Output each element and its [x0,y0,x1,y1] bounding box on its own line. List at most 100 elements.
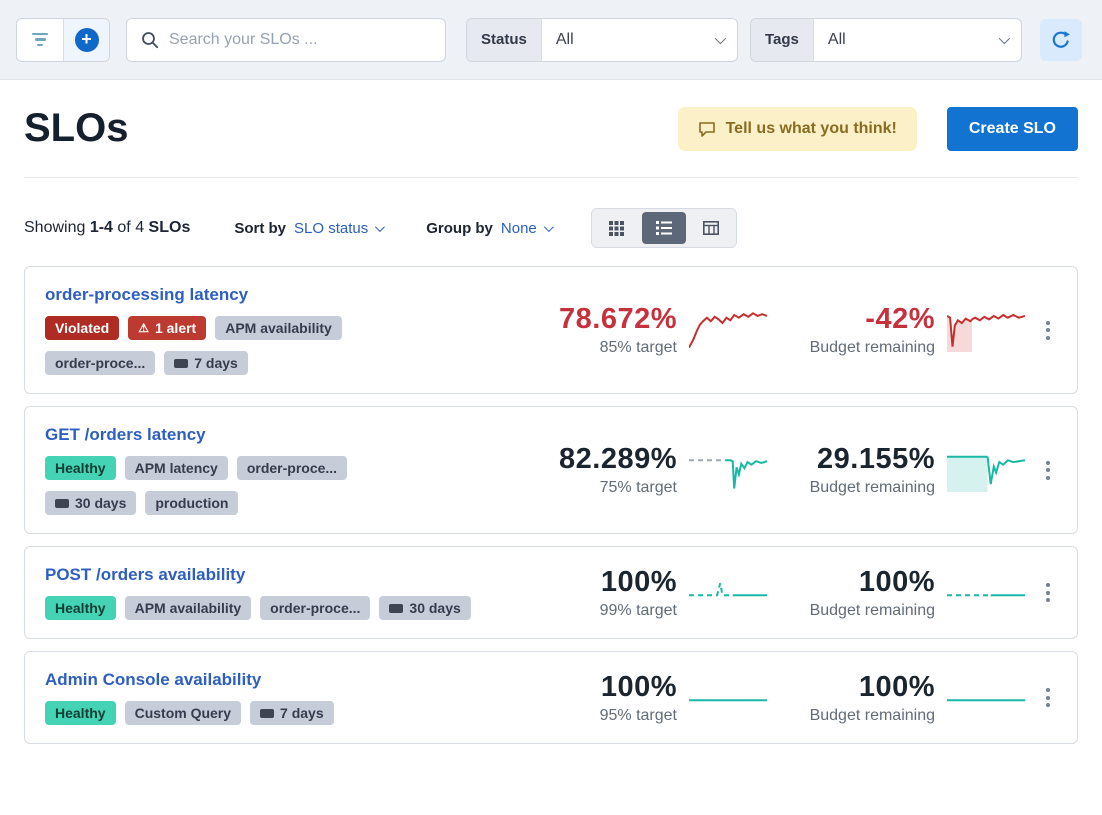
main-content: SLOs Tell us what you think! Create SLO … [0,106,1102,760]
group-by-control: Group by None [426,219,554,237]
time-window-pill[interactable]: 30 days [379,596,471,620]
sort-by-select[interactable]: SLO status [294,220,386,237]
chevron-down-icon [375,221,386,232]
tag-pill[interactable]: Custom Query [124,701,242,725]
grid-view-button[interactable] [595,212,639,244]
budget-metric-text: 29.155% Budget remaining [787,443,935,497]
showing-count: Showing 1-4 of 4 SLOs [24,219,191,236]
tag-row: Healthy APM availability order-proce... … [45,596,509,620]
status-target: 99% target [599,601,677,619]
tag-pill[interactable]: order-proce... [236,456,348,480]
refresh-button[interactable] [1040,18,1082,61]
status-target: 95% target [599,706,677,724]
status-pill-healthy[interactable]: Healthy [45,701,116,725]
status-metric-text: 82.289% 75% target [529,443,677,497]
budget-label: Budget remaining [809,339,935,356]
group-by-label: Group by [426,219,493,237]
warning-icon: ⚠ [138,321,149,335]
tag-pill[interactable]: order-proce... [45,351,156,375]
status-metric-text: 78.672% 85% target [529,303,677,357]
budget-value: 100% [858,670,935,703]
tags-filter-select[interactable]: All [814,19,1021,61]
status-pill-healthy[interactable]: Healthy [45,596,116,620]
budget-label: Budget remaining [809,601,935,619]
slo-card-get-orders-latency: GET /orders latency Healthy APM latency … [24,406,1078,534]
filter-button[interactable] [17,18,63,61]
filter-actions-group: + [16,17,110,62]
tag-row: Healthy Custom Query 7 days [45,701,509,725]
budget-sparkline [947,308,1025,352]
add-filter-button[interactable]: + [63,18,109,61]
budget-metric-text: 100% Budget remaining [787,671,935,725]
budget-sparkline [947,448,1025,492]
budget-value: 100% [858,565,935,598]
card-info: POST /orders availability Healthy APM av… [45,565,509,620]
status-sparkline [689,571,767,615]
view-toggle-group [590,208,737,248]
status-metric: 100% 99% target [509,566,767,620]
search-input[interactable] [169,30,431,49]
slo-title-link[interactable]: Admin Console availability [45,670,262,689]
feedback-button[interactable]: Tell us what you think! [677,106,917,151]
page-title: SLOs [24,106,129,150]
status-metric: 78.672% 85% target [509,303,767,357]
status-target: 85% target [599,339,677,356]
list-controls: Showing 1-4 of 4 SLOs Sort by SLO status… [24,208,1078,248]
budget-value: -42% [865,303,935,335]
tag-pill[interactable]: APM availability [215,316,342,340]
table-view-button[interactable] [689,212,733,244]
time-window-label: 7 days [194,355,238,371]
filter-icon [32,32,48,47]
tag-row: Healthy APM latency order-proce... [45,456,509,480]
status-target: 75% target [599,479,677,496]
card-menu-button[interactable] [1025,311,1071,350]
card-menu-button[interactable] [1025,451,1071,490]
slo-title-link[interactable]: GET /orders latency [45,425,206,444]
status-pill-healthy[interactable]: Healthy [45,456,116,480]
card-menu-button[interactable] [1025,573,1071,612]
create-slo-button[interactable]: Create SLO [946,106,1078,151]
budget-metric-text: 100% Budget remaining [787,566,935,620]
status-metric-text: 100% 95% target [529,671,677,725]
time-window-icon [389,603,404,613]
time-window-label: 7 days [280,705,324,721]
alert-pill[interactable]: ⚠ 1 alert [128,316,207,340]
time-window-pill[interactable]: 7 days [250,701,334,725]
status-value: 100% [600,565,677,598]
budget-value: 29.155% [817,443,935,475]
filters-toolbar: + Status All Tags All [0,0,1102,80]
time-window-pill[interactable]: 30 days [45,491,137,515]
slo-title-link[interactable]: POST /orders availability [45,565,246,584]
chevron-down-icon [998,32,1011,44]
slo-title-link[interactable]: order-processing latency [45,285,249,304]
tags-filter-label: Tags [751,18,814,61]
tag-row: order-proce... 7 days [45,351,509,375]
status-sparkline [689,448,767,492]
card-info: GET /orders latency Healthy APM latency … [45,425,509,515]
list-view-button[interactable] [641,212,686,244]
time-window-pill[interactable]: 7 days [164,351,248,375]
budget-sparkline [947,571,1025,615]
status-pill-violated[interactable]: Violated [45,316,120,340]
group-by-select[interactable]: None [501,220,554,237]
status-value: 100% [600,670,677,703]
tag-pill[interactable]: APM availability [124,596,252,620]
slo-search-box[interactable] [126,17,446,62]
status-filter-select[interactable]: All [542,19,737,61]
tags-filter-group: Tags All [750,17,1022,62]
slo-card-post-orders-availability: POST /orders availability Healthy APM av… [24,546,1078,639]
card-menu-button[interactable] [1025,678,1071,717]
budget-sparkline [947,676,1025,720]
header-divider [24,177,1078,178]
tags-filter-value: All [827,30,846,48]
alert-pill-label: 1 alert [154,320,197,336]
speech-bubble-icon [698,121,715,137]
sort-by-control: Sort by SLO status [234,220,386,237]
budget-metric: 100% Budget remaining [767,566,1025,620]
time-window-icon [55,498,69,508]
tag-pill[interactable]: APM latency [124,456,228,480]
time-window-label: 30 days [75,495,127,511]
tag-pill[interactable]: production [145,491,239,515]
tag-pill[interactable]: order-proce... [260,596,371,620]
status-value: 82.289% [559,443,677,475]
